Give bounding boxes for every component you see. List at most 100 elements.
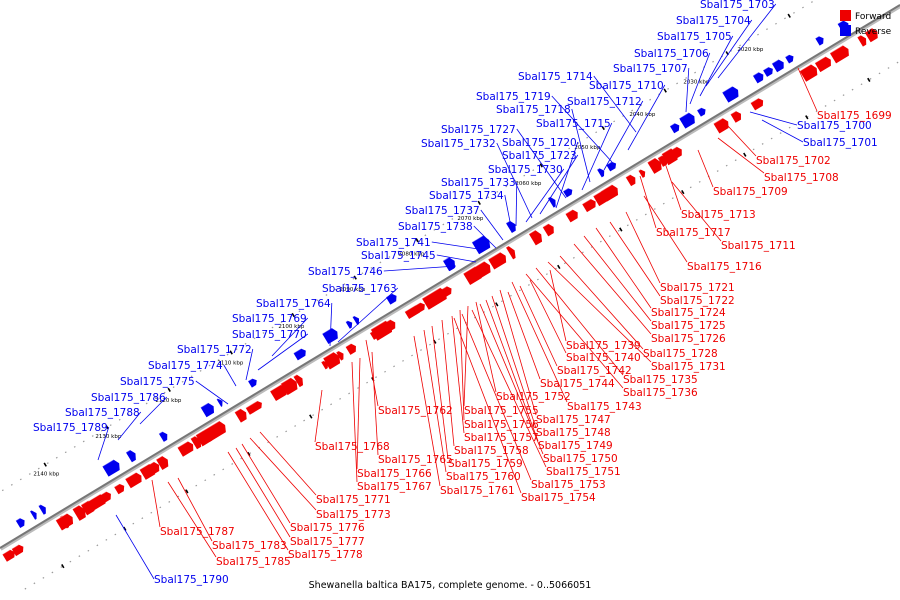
reverse-gene-label: Sbal175_1714 <box>518 71 593 83</box>
gene-arrow <box>625 174 636 187</box>
gene-highlight <box>269 384 281 392</box>
gene-arrow <box>661 148 678 166</box>
gene-highlight <box>139 463 150 471</box>
forward-gene-label: Sbal175_1759 <box>448 458 523 470</box>
reverse-gene-label: Sbal175_1733 <box>441 177 516 189</box>
forward-gene-label: Sbal175_1702 <box>756 155 831 167</box>
reverse-leader-line <box>717 3 777 79</box>
gene-highlight <box>293 348 302 354</box>
gene-arrow <box>763 67 773 77</box>
gene-highlight <box>234 408 241 413</box>
forward-leader-line <box>511 281 568 403</box>
upper-dotted-track <box>0 0 817 493</box>
reverse-gene-glyph <box>345 320 353 329</box>
reverse-leader-line <box>257 333 309 371</box>
reverse-gene-label: Sbal175_1769 <box>232 313 307 325</box>
kbp-tick-label: 2070 kbp <box>457 216 483 222</box>
gene-arrow <box>280 377 298 396</box>
legend-forward-swatch <box>840 10 851 21</box>
forward-leader-line <box>471 309 547 468</box>
gene-highlight <box>562 187 569 192</box>
gene-arrow <box>750 98 764 111</box>
track-tick <box>229 350 233 355</box>
gene-arrow <box>442 257 456 272</box>
gene-highlight <box>124 472 137 480</box>
forward-gene-label: Sbal175_1713 <box>681 209 756 221</box>
reverse-gene-glyph <box>752 71 764 84</box>
reverse-gene-glyph <box>15 517 25 529</box>
gene-arrow <box>597 168 605 178</box>
gene-arrow <box>234 408 247 423</box>
gene-highlight <box>320 360 324 363</box>
forward-gene-label: Sbal175_1766 <box>357 468 432 480</box>
reverse-gene-label: Sbal175_1723 <box>502 150 577 162</box>
gene-highlight <box>55 513 68 521</box>
reverse-gene-label: Sbal175_1788 <box>65 407 140 419</box>
forward-leader-line <box>697 149 714 188</box>
reverse-leader-line <box>436 254 477 263</box>
forward-gene-glyph <box>542 223 554 237</box>
gene-arrow <box>679 112 695 129</box>
reverse-leader-line <box>551 95 613 163</box>
reverse-gene-label: Sbal175_1738 <box>398 221 473 233</box>
reverse-gene-glyph <box>352 315 360 326</box>
reverse-gene-label: Sbal175_1730 <box>488 164 563 176</box>
gene-arrow <box>247 378 257 388</box>
gene-arrow <box>528 230 543 246</box>
forward-gene-label: Sbal175_1768 <box>315 441 390 453</box>
gene-arrow <box>404 305 421 319</box>
forward-gene-label: Sbal175_1773 <box>316 509 391 521</box>
gene-arrow <box>730 111 741 123</box>
reverse-leader-line <box>705 19 753 87</box>
reverse-gene-glyph <box>562 187 573 198</box>
gene-arrow <box>488 252 507 270</box>
reverse-gene-label: Sbal175_1732 <box>421 138 496 150</box>
gene-arrow <box>815 36 824 46</box>
reverse-gene-label: Sbal175_1746 <box>308 266 383 278</box>
gene-highlight <box>29 509 32 512</box>
reverse-gene-label: Sbal175_1741 <box>356 237 431 249</box>
track-tick <box>167 387 171 392</box>
forward-gene-glyph <box>155 455 169 470</box>
gene-highlight <box>125 449 131 453</box>
gene-highlight <box>345 320 348 323</box>
forward-gene-glyph <box>799 63 818 82</box>
forward-leader-line <box>643 195 688 263</box>
forward-gene-label: Sbal175_1743 <box>567 401 642 413</box>
forward-gene-glyph <box>528 229 543 246</box>
forward-gene-glyph <box>2 549 15 562</box>
gene-arrow <box>202 421 226 442</box>
reverse-gene-glyph <box>293 348 306 361</box>
gene-arrow <box>245 400 262 415</box>
gene-arrow <box>293 348 306 361</box>
gene-highlight <box>102 459 114 467</box>
forward-gene-glyph <box>404 304 421 319</box>
forward-leader-line <box>547 261 652 363</box>
forward-gene-glyph <box>100 491 111 503</box>
reverse-gene-label: Sbal175_1719 <box>476 91 551 103</box>
gene-highlight <box>678 112 689 119</box>
gene-arrow <box>669 123 680 134</box>
track-tick <box>353 275 357 280</box>
forward-leader-line <box>535 267 624 376</box>
forward-leader-line <box>525 273 624 389</box>
gene-arrow <box>647 157 662 174</box>
track-tick <box>495 302 499 307</box>
forward-leader-line <box>259 431 317 496</box>
gene-arrow <box>638 169 646 178</box>
gene-arrow <box>713 118 729 134</box>
reverse-gene-label: Sbal175_1763 <box>322 283 397 295</box>
gene-arrow <box>102 459 120 477</box>
gene-arrow <box>600 184 619 202</box>
forward-gene-glyph <box>124 472 142 489</box>
gene-highlight <box>771 59 779 64</box>
track-tick <box>185 489 189 494</box>
forward-leader-line <box>413 335 441 487</box>
gene-highlight <box>15 517 21 521</box>
reverse-gene-label: Sbal175_1727 <box>441 124 516 136</box>
forward-gene-glyph <box>245 400 262 415</box>
gene-arrow <box>370 320 393 341</box>
gene-arrow <box>15 518 25 529</box>
kbp-tick-label: 2110 kbp <box>217 361 243 367</box>
reverse-gene-label: Sbal175_1710 <box>589 80 664 92</box>
